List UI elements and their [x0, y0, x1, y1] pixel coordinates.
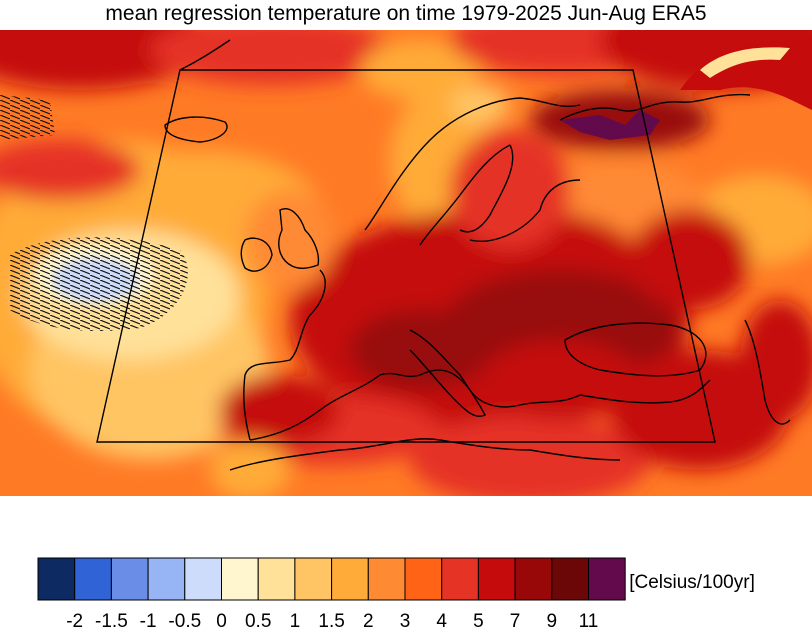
colorbar-tick-label: 4	[436, 611, 447, 630]
colorbar-tick-label: 2	[363, 611, 374, 630]
colorbar-tick-label: 9	[547, 611, 558, 630]
colorbar-tick-label: 1	[290, 611, 301, 630]
colorbar-swatch	[184, 557, 223, 601]
colorbar-tick-label: 1.5	[318, 611, 344, 630]
colorbar-tick-label: 11	[579, 611, 599, 630]
colorbar-tick-label: 0.5	[245, 611, 271, 630]
colorbar-swatch	[588, 557, 626, 601]
page-title: mean regression temperature on time 1979…	[105, 2, 707, 25]
coastlines	[164, 39, 791, 471]
domain-box	[96, 69, 716, 443]
colorbar-swatch	[367, 557, 406, 601]
colorbar-swatch	[331, 557, 369, 601]
colorbar-tick-label: 0	[216, 611, 227, 630]
colorbar-tick-label: -1	[140, 611, 157, 630]
colorbar-unit-label: [Celsius/100yr]	[629, 572, 755, 593]
colorbar-swatch	[477, 557, 516, 601]
colorbar-swatch	[404, 557, 443, 601]
colorbar-tick-label: 7	[510, 611, 521, 630]
colorbar-swatch	[441, 557, 479, 601]
colorbar-swatch	[551, 557, 589, 601]
purple-anomaly	[560, 110, 660, 140]
colorbar-swatch	[110, 557, 149, 601]
colorbar-swatch	[514, 557, 553, 601]
colorbar-swatch	[294, 557, 333, 601]
colorbar-swatch	[37, 557, 76, 601]
temperature-trend-map	[0, 30, 812, 496]
colorbar-tick-label: 5	[473, 611, 484, 630]
significance-hatching	[0, 95, 188, 331]
colorbar-swatch	[221, 557, 259, 601]
colorbar-tick-label: -1.5	[95, 611, 128, 630]
colorbar-swatch	[147, 557, 186, 601]
colorbar-tick-label: -0.5	[168, 611, 201, 630]
colorbar-tick-label: -2	[66, 611, 83, 630]
colorbar-swatch	[257, 557, 296, 601]
colorbar: -2 -1.5 -1 -0.5 0 0.5 1 1.5 2 3 4 5 7 9 11 [Celsius/100…	[37, 557, 755, 630]
colorbar-swatch	[74, 557, 112, 601]
colorbar-tick-label: 3	[400, 611, 411, 630]
